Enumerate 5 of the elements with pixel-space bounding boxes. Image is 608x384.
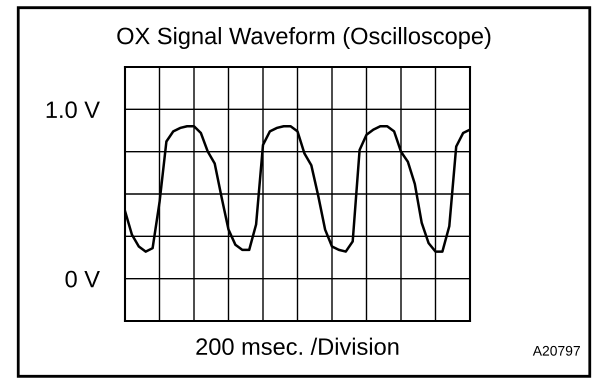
text: A20797 [532,346,580,356]
chart-title: OX Signal Waveform (Oscilloscope) [117,26,490,50]
y-tick-label: 1.0 V [46,101,100,118]
y-tick-label: 0 V [65,270,100,288]
x-axis-title: 200 msec. /Division [196,338,398,356]
